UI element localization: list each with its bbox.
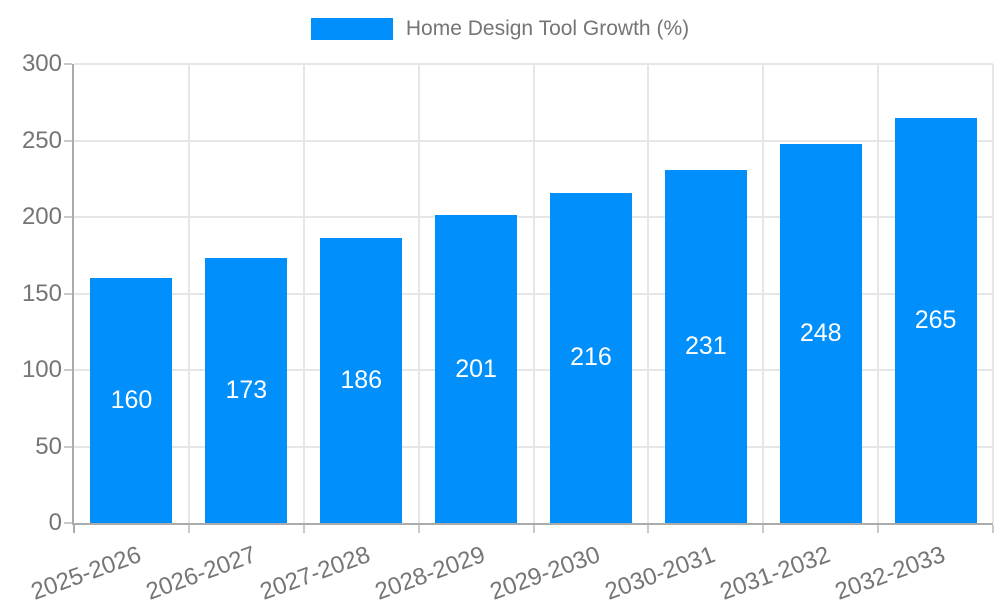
- y-axis-label: 0: [48, 509, 62, 536]
- bar[interactable]: 186: [320, 238, 403, 523]
- gridline: [532, 64, 535, 523]
- y-axis-tick: [64, 216, 72, 218]
- x-axis-label: 2029-2030: [486, 541, 604, 606]
- x-axis-label: 2030-2031: [601, 541, 719, 606]
- gridline: [647, 64, 650, 523]
- y-axis-label: 50: [35, 432, 62, 460]
- x-axis-label: 2028-2029: [371, 541, 489, 606]
- gridline: [302, 64, 305, 523]
- y-axis-line: [72, 64, 74, 525]
- gridline: [187, 64, 190, 523]
- x-axis-tick: [302, 525, 305, 533]
- bar-value-label: 216: [570, 343, 612, 372]
- bar-value-label: 201: [455, 354, 497, 383]
- x-axis-label: 2032-2033: [831, 541, 949, 606]
- legend-swatch[interactable]: [310, 18, 393, 40]
- y-axis-tick: [64, 369, 72, 371]
- y-axis-tick: [64, 63, 72, 65]
- x-axis-label: 2025-2026: [27, 541, 145, 606]
- x-axis-tick: [532, 525, 535, 533]
- x-axis-line: [72, 523, 993, 525]
- gridline: [762, 64, 765, 523]
- plot-area: 0 50 100 150 200 250 300 160 2025-2026 173 2026-20…: [22, 50, 994, 606]
- x-axis-tick: [762, 525, 765, 533]
- legend: Home Design Tool Growth (%): [0, 17, 1000, 41]
- y-axis-tick: [64, 445, 72, 448]
- y-axis-label: 300: [21, 50, 62, 77]
- y-axis-tick: [64, 292, 72, 295]
- gridline: [992, 64, 994, 523]
- gridline: [417, 64, 420, 523]
- y-axis-label: 200: [21, 203, 62, 230]
- y-axis-label: 250: [21, 126, 62, 154]
- y-axis-tick: [64, 522, 72, 524]
- bar-value-label: 186: [340, 366, 383, 395]
- bar[interactable]: 265: [894, 117, 977, 523]
- x-axis-label: 2026-2027: [142, 541, 260, 606]
- x-axis-label: 2027-2028: [256, 541, 375, 606]
- x-axis-tick: [73, 525, 75, 533]
- y-axis-tick: [64, 139, 72, 142]
- x-axis-tick: [992, 525, 994, 533]
- bar-value-label: 173: [225, 376, 268, 405]
- y-axis-label: 150: [21, 279, 62, 307]
- gridline: [877, 64, 880, 523]
- bar[interactable]: 248: [779, 143, 862, 523]
- legend-label[interactable]: Home Design Tool Growth (%): [405, 17, 690, 40]
- x-axis-tick: [417, 525, 420, 533]
- x-axis-tick: [647, 525, 650, 533]
- bar[interactable]: 201: [435, 215, 518, 523]
- y-axis-label: 100: [21, 356, 62, 383]
- bar-value-label: 160: [110, 386, 153, 415]
- x-axis-tick: [187, 525, 190, 533]
- x-axis-label: 2031-2032: [716, 541, 834, 606]
- bar[interactable]: 160: [90, 278, 173, 523]
- bar-value-label: 265: [914, 305, 957, 334]
- bar-value-label: 248: [799, 318, 842, 347]
- bar[interactable]: 231: [664, 169, 747, 523]
- bar-value-label: 231: [684, 331, 727, 360]
- bar[interactable]: 173: [205, 258, 288, 523]
- bar[interactable]: 216: [549, 192, 632, 523]
- x-axis-tick: [877, 525, 880, 533]
